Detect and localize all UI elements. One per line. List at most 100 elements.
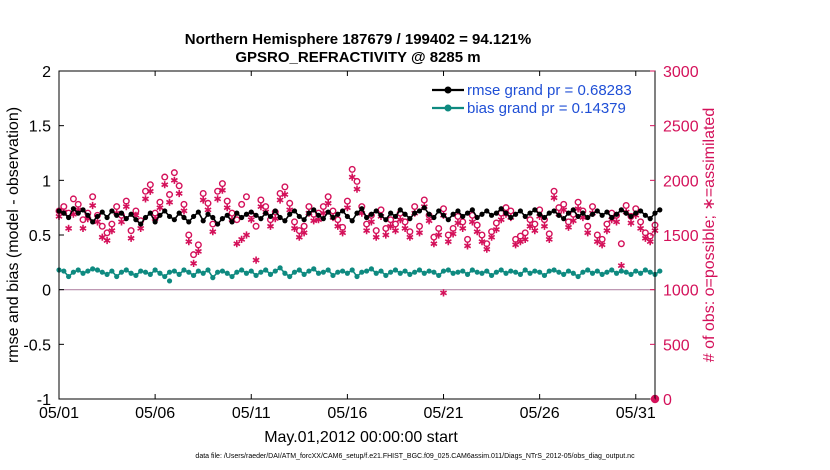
obs-assimilated-point <box>646 238 654 246</box>
obs-assimilated-point <box>617 262 625 270</box>
rmse-point <box>551 208 557 214</box>
bias-point <box>556 269 562 275</box>
bias-point <box>315 270 322 276</box>
obs-possible-point <box>372 227 380 235</box>
rmse-point <box>599 212 605 218</box>
bias-point <box>392 267 399 273</box>
bias-point <box>546 268 552 274</box>
rmse-point <box>335 211 341 217</box>
rmse-point <box>325 209 331 215</box>
rmse-point <box>633 210 639 216</box>
left-tick-label: -1 <box>37 392 51 409</box>
rmse-point <box>263 210 269 216</box>
obs-possible-point <box>113 203 121 211</box>
bias-point <box>61 268 67 274</box>
obs-assimilated-point <box>540 222 548 230</box>
rmse-point <box>306 210 312 216</box>
rmse-point <box>532 207 538 213</box>
rmse-point <box>239 214 245 221</box>
rmse-point <box>128 211 134 217</box>
obs-assimilated-point <box>319 209 327 217</box>
obs-assimilated-point <box>387 222 395 230</box>
bias-point <box>85 268 91 274</box>
obs-assimilated-point <box>531 227 539 235</box>
rmse-point <box>94 213 101 220</box>
rmse-point <box>561 216 567 222</box>
obs-assimilated-point <box>382 231 390 239</box>
bias-point <box>517 271 524 277</box>
obs-assimilated-point <box>521 235 529 243</box>
rmse-point <box>556 212 562 218</box>
obs-assimilated-point <box>141 195 150 203</box>
rmse-point <box>368 211 375 217</box>
left-tick-label: 2 <box>42 64 51 81</box>
bias-point <box>287 273 293 280</box>
bias-point <box>503 270 509 276</box>
obs-assimilated-point <box>257 203 265 211</box>
legend-rmse-label: rmse grand pr = 0.68283 <box>467 82 632 99</box>
obs-possible-point <box>185 231 193 239</box>
bias-point <box>277 265 283 271</box>
obs-possible-point <box>603 220 611 228</box>
obs-assimilated-point <box>488 233 496 241</box>
bias-point <box>637 270 644 276</box>
bias-point <box>224 270 230 276</box>
bias-point <box>306 268 312 274</box>
rmse-point <box>546 210 552 216</box>
rmse-point <box>339 208 346 214</box>
bias-point <box>80 270 86 276</box>
obs-assimilated-point <box>156 204 164 212</box>
bias-point <box>623 269 629 275</box>
bias-point <box>474 269 480 275</box>
obs-assimilated-point <box>190 259 198 267</box>
bias-point <box>388 269 394 275</box>
bias-point <box>210 275 216 281</box>
rmse-point <box>243 211 250 217</box>
bias-point <box>527 270 533 276</box>
obs-assimilated-point <box>449 230 457 238</box>
bias-point <box>618 268 624 274</box>
bias-point <box>186 269 192 275</box>
obs-possible-point <box>146 181 154 189</box>
rmse-point <box>604 209 610 215</box>
obs-possible-point <box>180 200 188 208</box>
bias-point <box>263 267 269 273</box>
obs-possible-point <box>343 197 351 205</box>
obs-assimilated-point <box>127 234 135 242</box>
bias-point <box>633 268 639 274</box>
bias-point <box>402 268 408 274</box>
bias-point <box>128 270 134 276</box>
obs-possible-point <box>348 165 356 173</box>
obs-assimilated-point <box>65 224 73 232</box>
bias-point <box>436 272 442 279</box>
obs-assimilated-point <box>122 203 130 211</box>
x-tick-label: 05/11 <box>232 405 271 422</box>
bias-point <box>123 267 129 273</box>
bias-point <box>551 267 557 273</box>
obs-possible-point <box>382 224 390 232</box>
obs-possible-point <box>473 221 481 229</box>
obs-assimilated-point <box>290 224 299 232</box>
footer-filepath: data file: /Users/raeder/DAI/ATM_forcXX/… <box>195 453 635 460</box>
obs-assimilated-point <box>194 247 202 255</box>
legend-bias-label: bias grand pr = 0.14379 <box>467 100 626 117</box>
rmse-point <box>450 211 456 217</box>
obs-possible-point <box>521 229 529 237</box>
bias-point <box>455 269 461 275</box>
rmse-point <box>628 213 634 220</box>
bias-point <box>219 268 226 274</box>
right-tick-label: 2000 <box>663 173 699 190</box>
bias-point <box>513 269 519 275</box>
bias-point <box>580 269 586 275</box>
bias-point <box>416 267 423 273</box>
bias-point <box>421 270 427 276</box>
left-tick-label: 0 <box>42 283 51 300</box>
rmse-point <box>277 214 283 221</box>
rmse-point <box>210 214 216 221</box>
rmse-point <box>383 217 389 223</box>
bias-point <box>537 269 543 275</box>
obs-assimilated-point <box>300 229 308 237</box>
bias-point <box>99 269 105 275</box>
rmse-point <box>460 213 466 220</box>
bias-point <box>335 269 341 275</box>
